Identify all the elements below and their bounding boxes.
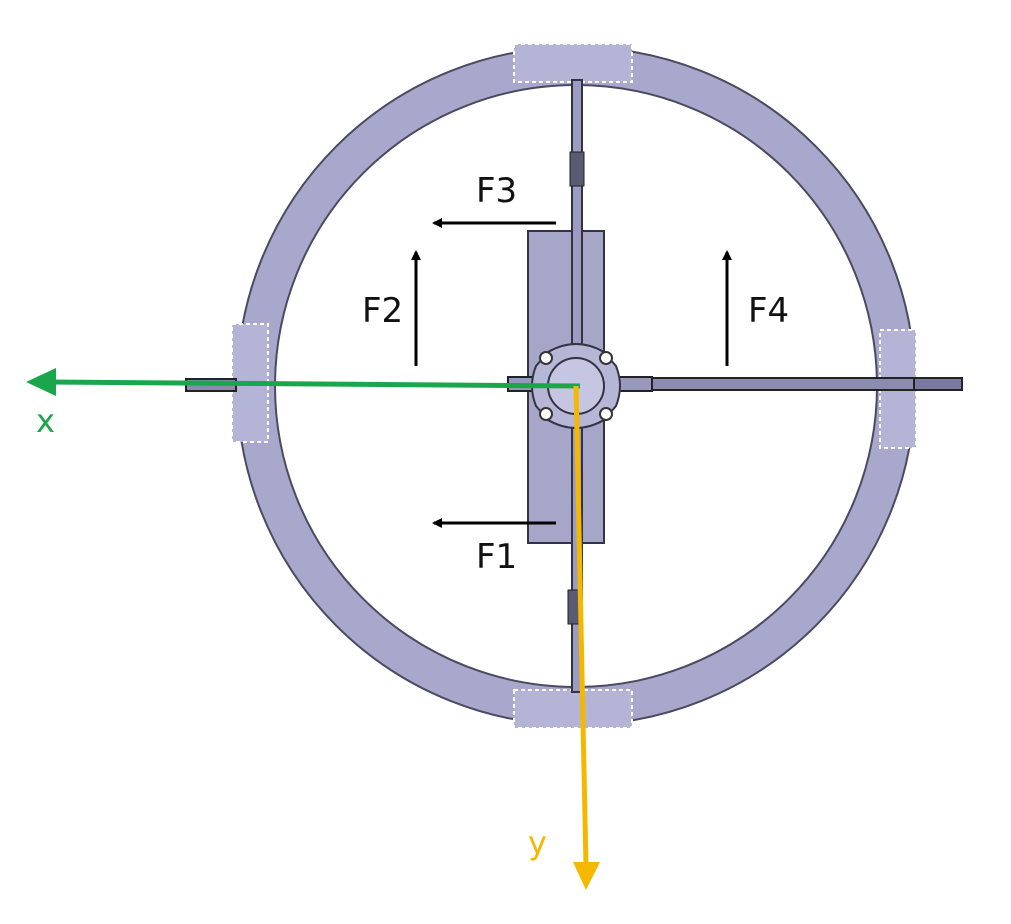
ring-segment-bottom bbox=[513, 689, 633, 729]
f4-label: F4 bbox=[748, 291, 789, 331]
shaft-right-stub bbox=[913, 377, 963, 391]
x-axis-arrowhead bbox=[26, 368, 56, 396]
spoke-top-bracket bbox=[569, 151, 585, 187]
hub-bolt-br bbox=[599, 407, 613, 421]
x-axis-label: x bbox=[36, 402, 55, 440]
f2-label: F2 bbox=[362, 291, 403, 331]
ring-segment-top bbox=[513, 43, 633, 83]
hub-bolt-tr bbox=[599, 351, 613, 365]
y-axis-arrowhead bbox=[573, 862, 600, 890]
y-axis-label: y bbox=[528, 824, 547, 862]
hub-bolt-tl bbox=[539, 351, 553, 365]
f1-label: F1 bbox=[476, 537, 517, 577]
hub-bolt-bl bbox=[539, 407, 553, 421]
spoke-top bbox=[571, 79, 583, 381]
y-axis-line bbox=[573, 385, 589, 867]
f3-label: F3 bbox=[476, 171, 517, 211]
x-axis-line bbox=[49, 379, 581, 389]
